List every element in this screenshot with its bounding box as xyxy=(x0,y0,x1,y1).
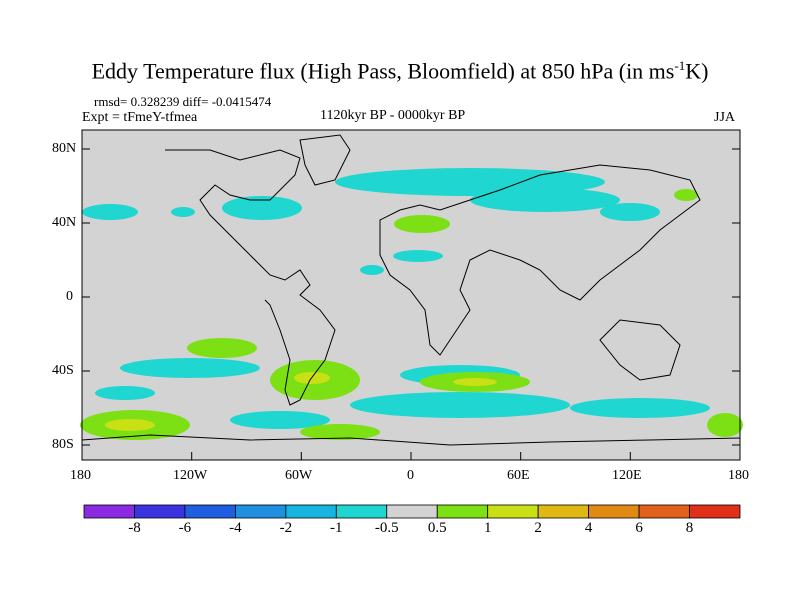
map-title: Eddy Temperature flux (High Pass, Bloomf… xyxy=(0,58,800,84)
drake-passage-negative xyxy=(230,411,330,429)
south-pacific-west-negative xyxy=(95,386,155,400)
colorbar-label: 1 xyxy=(483,520,492,536)
lon-label: 180 xyxy=(70,468,91,483)
colorbar-swatch xyxy=(588,504,640,519)
north-atlantic-negative xyxy=(343,174,413,190)
experiment-label: Expt = tFmeY-tfmea xyxy=(82,110,198,125)
colorbar-label: -0.5 xyxy=(374,520,399,536)
colorbar-label: -6 xyxy=(178,520,192,536)
colorbar-swatch xyxy=(285,504,337,519)
colorbar-label: -4 xyxy=(229,520,242,536)
period-label: 1120kyr BP - 0000kyr BP xyxy=(320,108,466,123)
colorbar-label: 0.5 xyxy=(427,520,447,536)
east-asia-negative xyxy=(600,203,660,221)
strong-positive-regions xyxy=(105,372,497,431)
north-america-negative xyxy=(222,196,302,220)
lat-label: 80N xyxy=(52,141,77,156)
lat-label: 80S xyxy=(52,437,74,452)
colorbar-label: -1 xyxy=(330,520,343,536)
weddell-positive xyxy=(300,424,380,440)
afro-eurasia-coast xyxy=(379,164,701,356)
colorbar-swatch xyxy=(436,504,489,519)
lat-label: 40N xyxy=(52,215,77,230)
antarctica-coast xyxy=(81,434,741,446)
pacific-sector-positive xyxy=(707,413,743,437)
colorbar-label: 2 xyxy=(534,520,542,536)
title-tail: K) xyxy=(685,58,709,84)
greenland-coast xyxy=(299,134,351,186)
lon-label: 120E xyxy=(612,468,642,483)
lon-label: 180 xyxy=(728,468,749,483)
longitude-ticks xyxy=(81,452,741,460)
colorbar-swatch xyxy=(386,504,438,519)
coastlines xyxy=(81,134,741,446)
latitude-ticks xyxy=(82,148,740,446)
south-atlantic-strong-positive xyxy=(453,378,497,386)
colorbar-swatch xyxy=(134,504,186,519)
season-label: JJA xyxy=(714,110,736,125)
colorbar-label: 4 xyxy=(584,520,593,536)
sahara-negative xyxy=(393,250,443,262)
colorbar-swatch xyxy=(184,504,236,519)
colorbar-label: -2 xyxy=(279,520,293,536)
colorbar-swatch xyxy=(234,504,287,519)
central-asia-negative xyxy=(470,188,620,212)
mediterranean-positive xyxy=(394,215,450,233)
australia-coast xyxy=(599,319,681,381)
colorbar-swatch xyxy=(487,504,539,519)
americas-coast xyxy=(165,149,336,406)
lat-label: 0 xyxy=(66,289,73,304)
lon-label: 0 xyxy=(407,468,414,483)
colorbar-swatch xyxy=(689,504,741,519)
colorbar-label: -8 xyxy=(128,520,141,536)
southern-ocean-negative xyxy=(350,392,570,418)
lon-label: 60W xyxy=(285,468,313,483)
title-main: Eddy Temperature flux (High Pass, Bloomf… xyxy=(91,58,675,84)
lon-label: 120W xyxy=(173,468,208,483)
north-pacific-patch-negative xyxy=(171,207,195,217)
southern-indian-negative xyxy=(570,398,710,418)
colorbar-swatch xyxy=(335,504,388,519)
colorbar xyxy=(83,504,741,519)
west-africa-negative xyxy=(360,265,384,275)
rmsd-diff-text: rmsd= 0.328239 diff= -0.0415474 xyxy=(94,94,272,109)
east-siberia-positive xyxy=(674,189,698,201)
north-pacific-negative xyxy=(82,204,138,220)
title-superscript: -1 xyxy=(674,58,686,73)
ross-sea-strong-positive xyxy=(105,419,155,431)
lat-label: 40S xyxy=(52,363,74,378)
south-pacific-negative xyxy=(120,358,260,378)
colorbar-label: 6 xyxy=(635,520,643,536)
negative-anomaly-regions xyxy=(82,168,710,429)
colorbar-label: 8 xyxy=(685,520,694,536)
lon-label: 60E xyxy=(507,468,530,483)
south-pacific-positive xyxy=(187,338,257,358)
colorbar-swatch xyxy=(83,504,135,519)
colorbar-swatch xyxy=(537,504,590,519)
colorbar-swatch xyxy=(638,504,690,519)
